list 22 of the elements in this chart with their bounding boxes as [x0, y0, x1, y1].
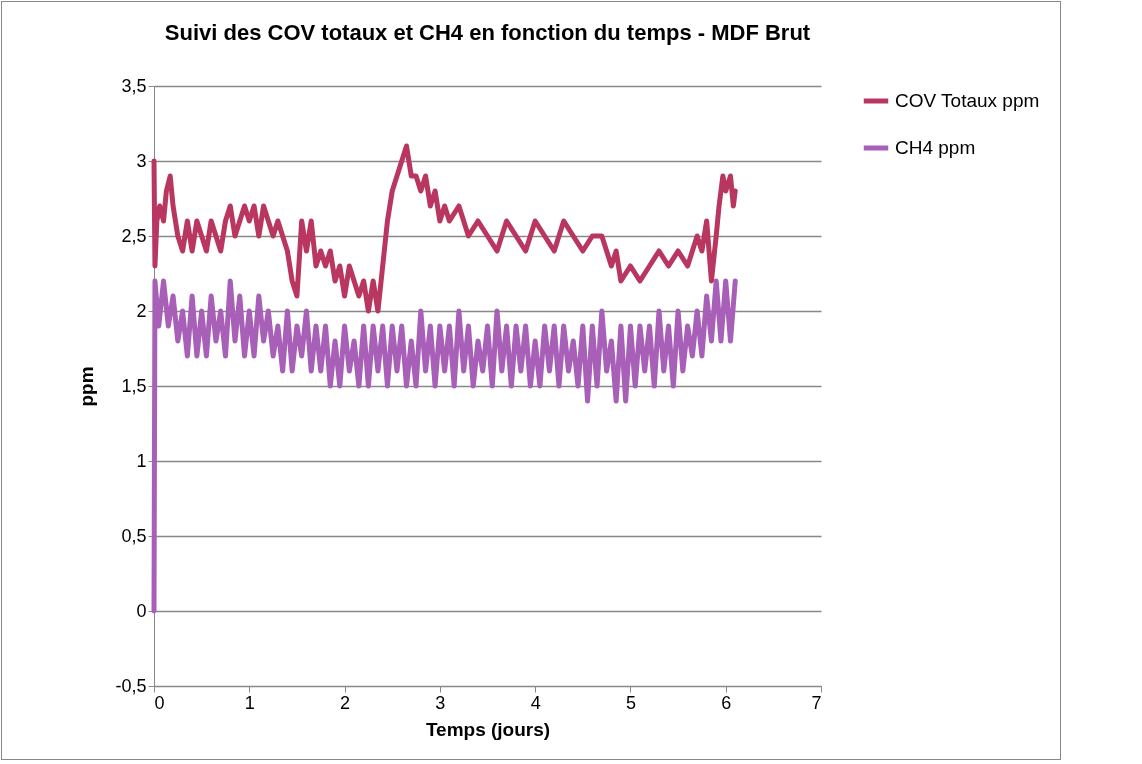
x-tick-label: 3 [435, 692, 446, 713]
chart-title: Suivi des COV totaux et CH4 en fonction du temps - MDF Brut [164, 20, 811, 45]
y-tick-label: 0,5 [121, 525, 147, 546]
x-axis-title: Temps (jours) [425, 718, 551, 740]
x-tick-label: 5 [625, 692, 636, 713]
y-tick-label: -0,5 [115, 675, 147, 696]
x-tick-label: 7 [811, 692, 822, 713]
y-tick-label: 3 [136, 150, 147, 171]
x-tick-label: 2 [340, 692, 351, 713]
y-tick-label: 2,5 [121, 225, 147, 246]
y-tick-label: 3,5 [121, 75, 147, 96]
y-tick-label: 1 [136, 450, 147, 471]
y-tick-label: 2 [136, 300, 147, 321]
legend-label: COV Totaux ppm [895, 90, 1040, 111]
y-axis-title: ppm [76, 366, 98, 407]
x-tick-label: 1 [244, 692, 255, 713]
x-tick-label: 6 [721, 692, 732, 713]
x-tick-label: 4 [530, 692, 541, 713]
x-tick-label: 0 [154, 692, 165, 713]
y-tick-label: 1,5 [121, 375, 147, 396]
y-tick-label: 0 [136, 600, 147, 621]
legend-label: CH4 ppm [895, 137, 976, 158]
